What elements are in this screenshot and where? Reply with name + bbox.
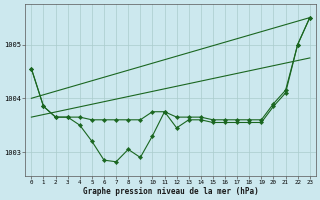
X-axis label: Graphe pression niveau de la mer (hPa): Graphe pression niveau de la mer (hPa) bbox=[83, 187, 259, 196]
